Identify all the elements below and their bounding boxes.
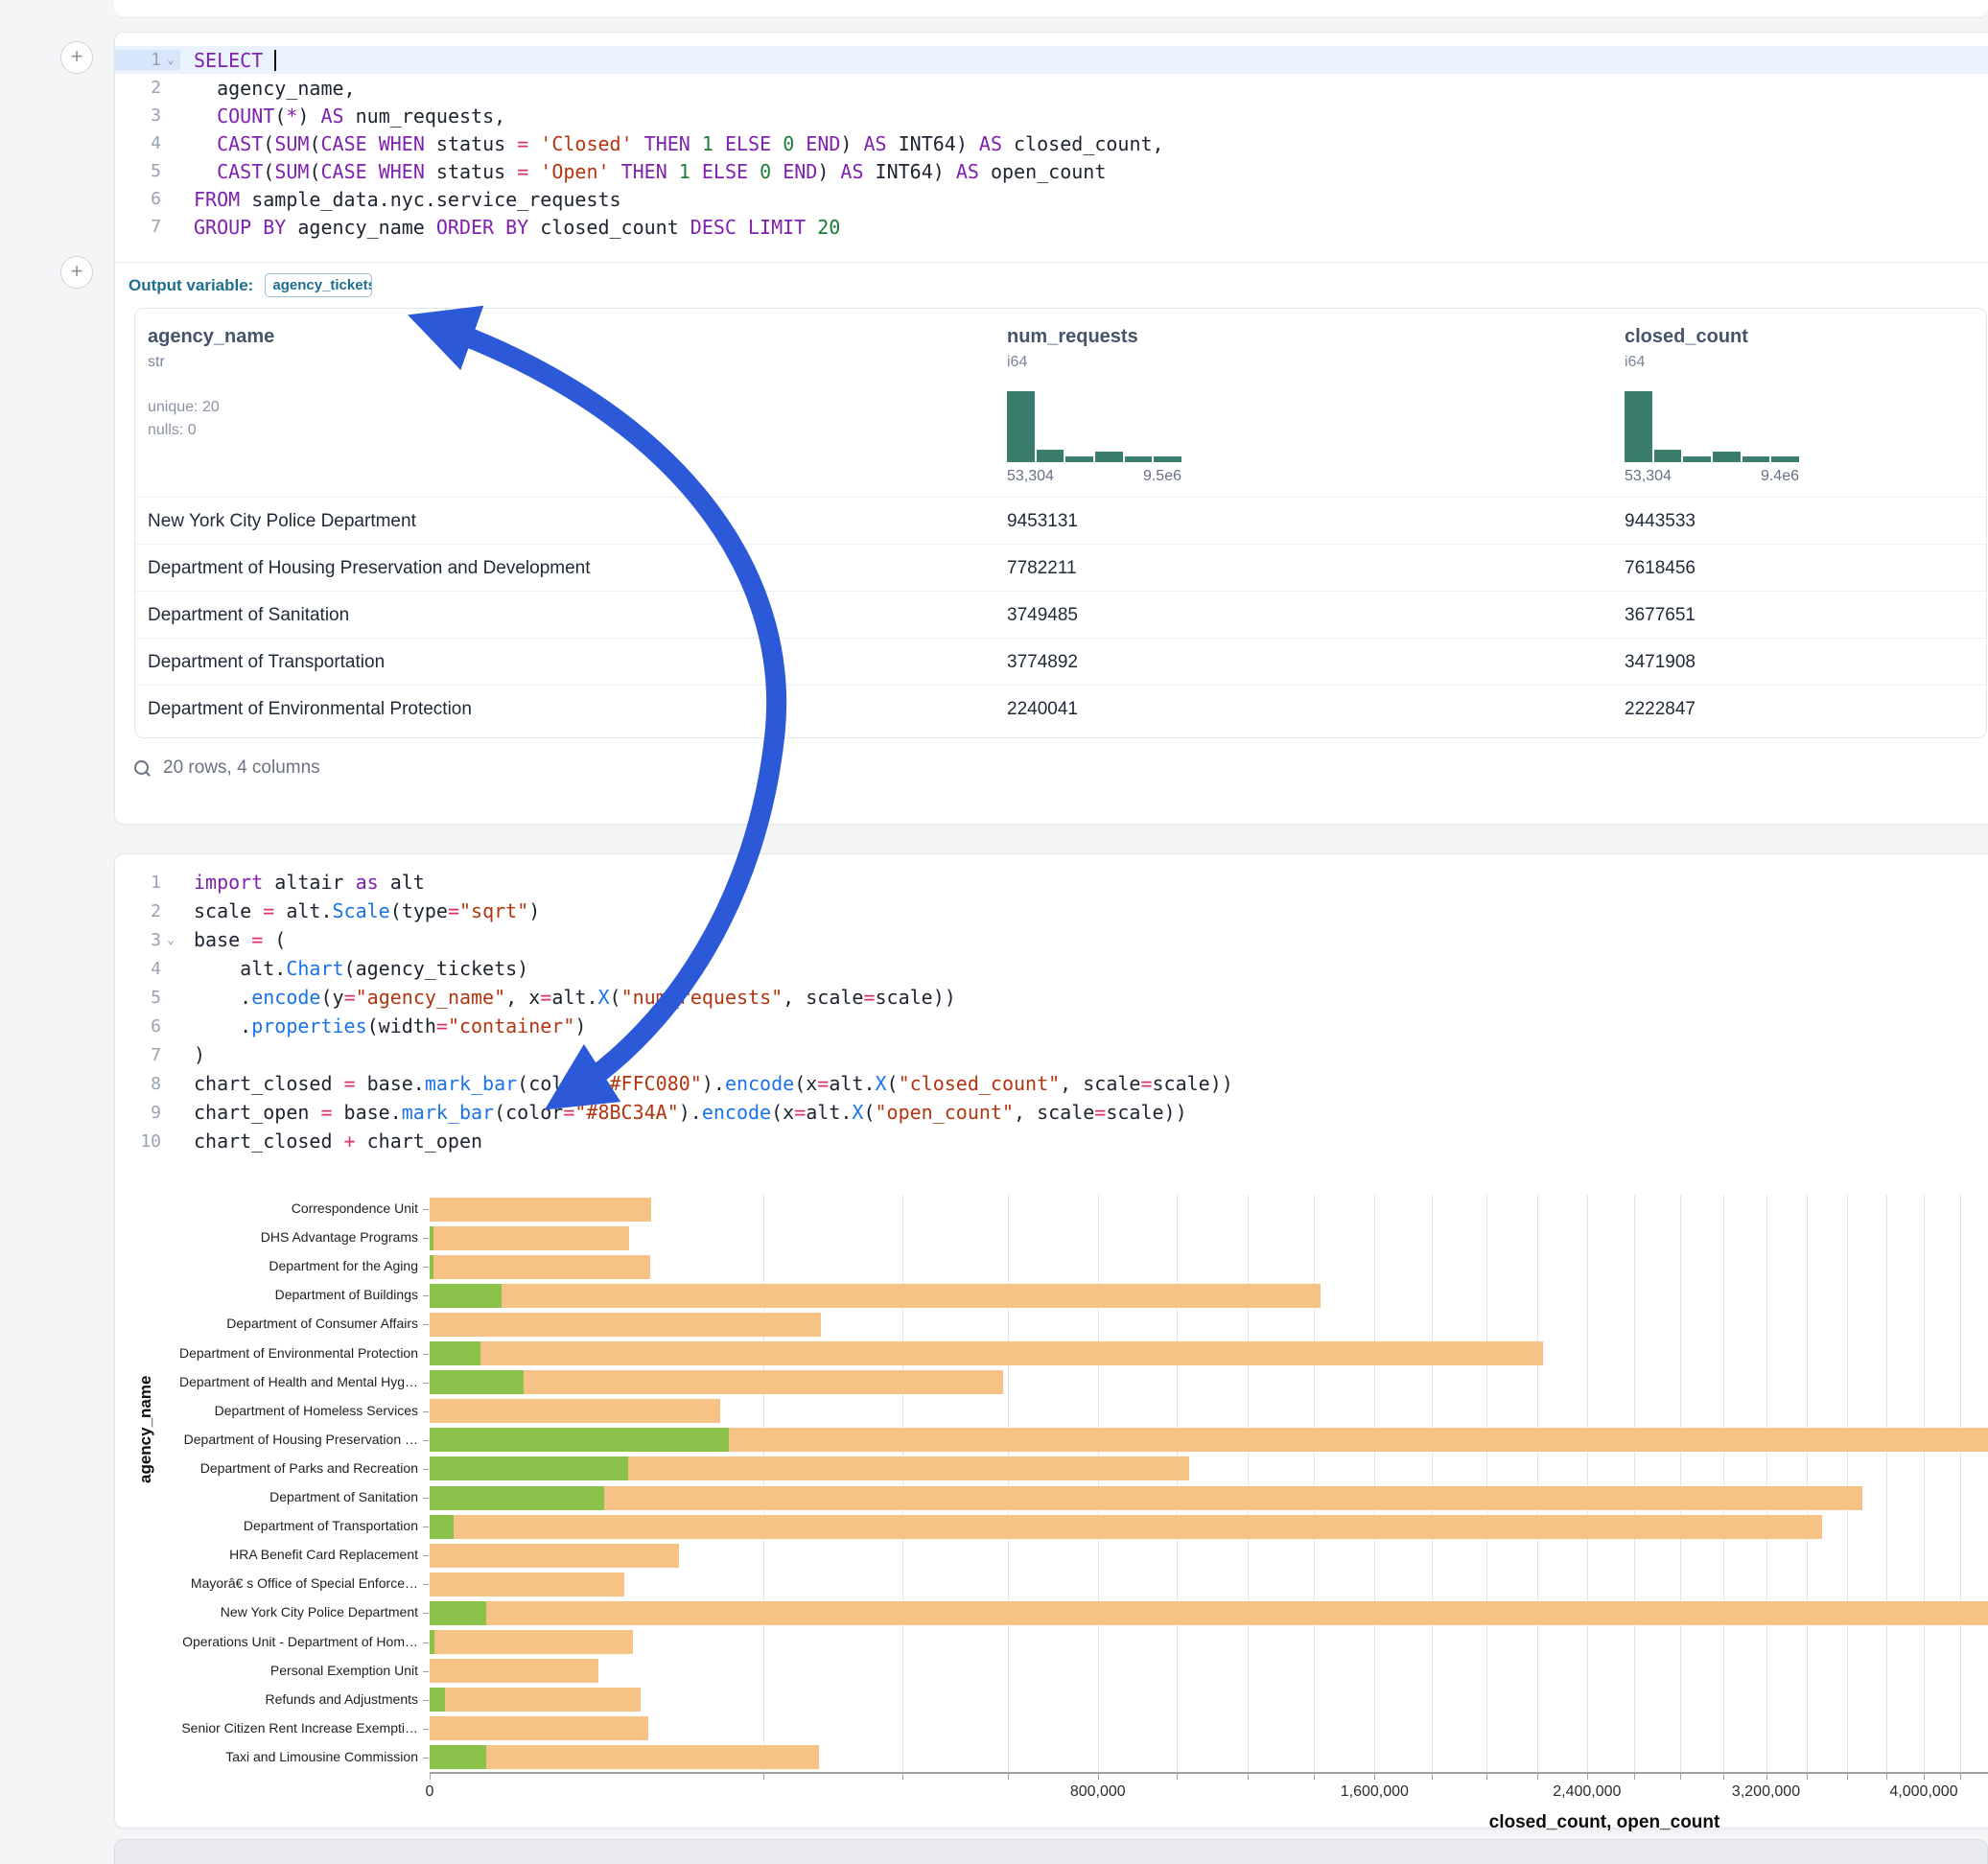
text-cursor bbox=[274, 50, 276, 71]
code-line[interactable]: 6⌄ .properties(width="container") bbox=[115, 1012, 1988, 1040]
line-number: 4⌄ bbox=[115, 959, 180, 979]
table-cell: 2222847 bbox=[1625, 699, 1696, 720]
code-line[interactable]: 5⌄ CAST(SUM(CASE WHEN status = 'Open' TH… bbox=[115, 157, 1988, 185]
table-row[interactable]: Department of Housing Preservation and D… bbox=[135, 544, 1986, 592]
column-stats: unique: 20nulls: 0 bbox=[148, 396, 274, 442]
table-cell: 3677651 bbox=[1625, 605, 1696, 626]
fold-caret-icon[interactable]: ⌄ bbox=[163, 53, 175, 67]
column-histogram bbox=[1007, 391, 1181, 462]
code-line[interactable]: 4⌄ alt.Chart(agency_tickets) bbox=[115, 954, 1988, 983]
code-line[interactable]: 1⌄SELECT bbox=[115, 46, 1988, 74]
line-number: 5⌄ bbox=[115, 988, 180, 1008]
code-line[interactable]: 3⌄base = ( bbox=[115, 925, 1988, 954]
table-cell: Department of Environmental Protection bbox=[148, 699, 472, 720]
table-cell: 9443533 bbox=[1625, 511, 1696, 532]
table-cell: 3774892 bbox=[1007, 652, 1078, 673]
line-number: 1⌄ bbox=[115, 873, 180, 893]
code-line[interactable]: 1⌄import altair as alt bbox=[115, 868, 1988, 897]
sql-cell: 1⌄SELECT 2⌄ agency_name,3⌄ COUNT(*) AS n… bbox=[114, 32, 1988, 825]
table-cell: 3749485 bbox=[1007, 605, 1078, 626]
table-row-count: 20 rows, 4 columns bbox=[163, 757, 320, 779]
next-cell-edge bbox=[114, 1839, 1988, 1864]
line-number: 2⌄ bbox=[115, 901, 180, 921]
line-number: 1⌄ bbox=[115, 50, 180, 70]
code-line[interactable]: 2⌄scale = alt.Scale(type="sqrt") bbox=[115, 897, 1988, 925]
previous-cell-edge bbox=[114, 0, 1988, 18]
table-cell: 3471908 bbox=[1625, 652, 1696, 673]
code-line[interactable]: 3⌄ COUNT(*) AS num_requests, bbox=[115, 102, 1988, 129]
table-cell: 2240041 bbox=[1007, 699, 1078, 720]
line-number: 7⌄ bbox=[115, 217, 180, 237]
code-line[interactable]: 10⌄chart_closed + chart_open bbox=[115, 1127, 1988, 1155]
code-line[interactable]: 4⌄ CAST(SUM(CASE WHEN status = 'Closed' … bbox=[115, 129, 1988, 157]
column-header[interactable]: agency_namestrunique: 20nulls: 0 bbox=[148, 326, 274, 442]
table-cell: Department of Housing Preservation and D… bbox=[148, 558, 591, 579]
histogram-range-labels: 53,3049.4e6 bbox=[1625, 468, 1799, 485]
table-cell: New York City Police Department bbox=[148, 511, 416, 532]
line-number: 2⌄ bbox=[115, 78, 180, 98]
line-number: 8⌄ bbox=[115, 1074, 180, 1094]
python-code-editor[interactable]: 1⌄import altair as alt2⌄scale = alt.Scal… bbox=[115, 854, 1988, 1155]
table-cell: Department of Sanitation bbox=[148, 605, 349, 626]
line-number: 10⌄ bbox=[115, 1131, 180, 1152]
code-line[interactable]: 5⌄ .encode(y="agency_name", x=alt.X("num… bbox=[115, 983, 1988, 1012]
line-number: 9⌄ bbox=[115, 1103, 180, 1123]
code-line[interactable]: 8⌄chart_closed = base.mark_bar(color="#F… bbox=[115, 1069, 1988, 1098]
line-number: 3⌄ bbox=[115, 930, 180, 950]
sql-code-editor[interactable]: 1⌄SELECT 2⌄ agency_name,3⌄ COUNT(*) AS n… bbox=[115, 33, 1988, 241]
table-cell: 7618456 bbox=[1625, 558, 1696, 579]
histogram-range-labels: 53,3049.5e6 bbox=[1007, 468, 1181, 485]
line-number: 3⌄ bbox=[115, 105, 180, 126]
code-line[interactable]: 9⌄chart_open = base.mark_bar(color="#8BC… bbox=[115, 1098, 1988, 1127]
table-cell: 9453131 bbox=[1007, 511, 1078, 532]
table-cell: 7782211 bbox=[1007, 558, 1077, 579]
line-number: 4⌄ bbox=[115, 133, 180, 153]
line-number: 6⌄ bbox=[115, 1016, 180, 1037]
code-line[interactable]: 6⌄FROM sample_data.nyc.service_requests bbox=[115, 185, 1988, 213]
line-number: 5⌄ bbox=[115, 161, 180, 181]
table-footer: 20 rows, 4 columns bbox=[134, 754, 1988, 782]
table-cell: Department of Transportation bbox=[148, 652, 385, 673]
table-row[interactable]: Department of Transportation 3774892 34719… bbox=[135, 638, 1986, 686]
table-row[interactable]: New York City Police Department 9453131 94… bbox=[135, 497, 1986, 545]
output-variable-pill[interactable]: agency_tickets bbox=[265, 273, 372, 297]
code-line[interactable]: 7⌄GROUP BY agency_name ORDER BY closed_c… bbox=[115, 213, 1988, 241]
add-cell-button-output[interactable]: + bbox=[60, 256, 93, 289]
results-table: agency_namestrunique: 20nulls: 0 num_requ… bbox=[134, 308, 1987, 738]
output-variable-row: Output variable: agency_tickets bbox=[115, 263, 1988, 308]
output-variable-label: Output variable: bbox=[129, 276, 253, 295]
column-header[interactable]: num_requestsi64 bbox=[1007, 326, 1138, 371]
search-icon[interactable] bbox=[134, 760, 150, 776]
line-number: 6⌄ bbox=[115, 189, 180, 209]
table-row[interactable]: Department of Sanitation 3749485 3677651 bbox=[135, 591, 1986, 639]
fold-caret-icon[interactable]: ⌄ bbox=[163, 933, 175, 947]
column-header[interactable]: closed_counti64 bbox=[1625, 326, 1748, 371]
python-cell: 1⌄import altair as alt2⌄scale = alt.Scal… bbox=[114, 853, 1988, 1829]
code-line[interactable]: 7⌄) bbox=[115, 1040, 1988, 1069]
table-row[interactable]: Department of Environmental Protection 22… bbox=[135, 685, 1986, 733]
notebook-page: + + 1⌄SELECT 2⌄ agency_name,3⌄ COUNT(*) … bbox=[0, 0, 1988, 1864]
column-histogram bbox=[1625, 391, 1799, 462]
code-line[interactable]: 2⌄ agency_name, bbox=[115, 74, 1988, 102]
add-cell-button-top[interactable]: + bbox=[60, 41, 93, 74]
line-number: 7⌄ bbox=[115, 1045, 180, 1065]
